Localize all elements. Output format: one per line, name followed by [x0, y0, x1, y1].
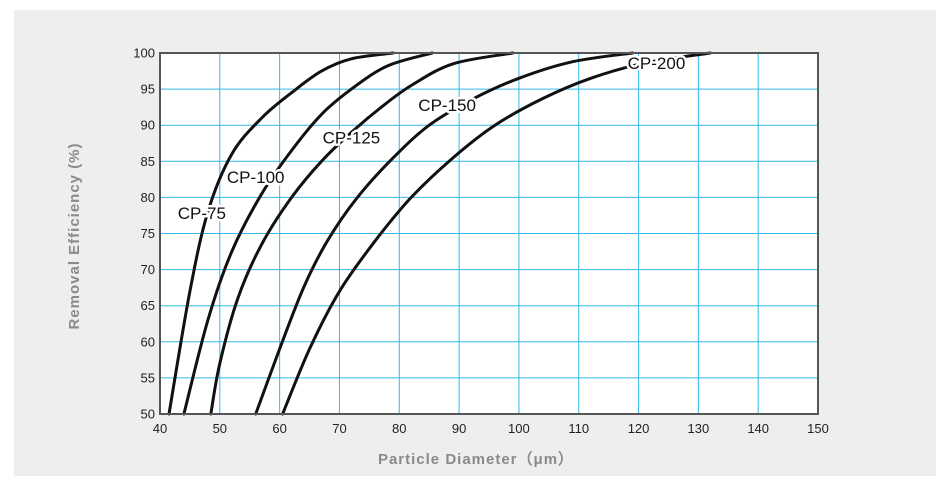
y-axis-title: Removal Efficiency (%): [66, 142, 83, 329]
y-tick-label: 90: [141, 118, 155, 133]
grid-lines: [159, 52, 819, 415]
x-tick-label: 80: [392, 421, 406, 436]
series-line-cp-125: [209, 51, 515, 416]
y-tick-label: 50: [141, 407, 155, 422]
x-tick-label: 90: [452, 421, 466, 436]
y-tick-label: 75: [141, 226, 155, 241]
x-tick-label: 100: [508, 421, 530, 436]
y-tick-label: 60: [141, 334, 155, 349]
curve-label-cp-200: CP-200: [628, 54, 686, 73]
y-tick-label: 95: [141, 82, 155, 97]
curve-label-cp-75: CP-75: [178, 204, 226, 223]
x-tick-label: 150: [807, 421, 829, 436]
y-tick-label: 85: [141, 154, 155, 169]
y-tick-label: 100: [133, 46, 155, 61]
series-line-cp-150: [254, 51, 635, 416]
y-tick-label: 55: [141, 370, 155, 385]
series-line-cp-75: [167, 51, 395, 416]
x-tick-label: 50: [213, 421, 227, 436]
curve-label-cp-125: CP-125: [323, 128, 381, 147]
x-tick-label: 60: [272, 421, 286, 436]
removal-efficiency-chart: 40 50 60 70 80 90 100 110 120 130 140 150 505560657…: [66, 46, 829, 469]
y-tick-label: 80: [141, 190, 155, 205]
x-axis-ticks: 40 50 60 70 80 90 100 110 120 130 140 150: [153, 421, 829, 436]
plot-frame: [159, 52, 819, 415]
x-tick-label: 110: [568, 421, 589, 436]
x-tick-label: 120: [628, 421, 650, 436]
curve-label-cp-150: CP-150: [418, 96, 476, 115]
y-tick-label: 70: [141, 262, 155, 277]
x-tick-label: 140: [747, 421, 769, 436]
curve-label-cp-100: CP-100: [227, 168, 285, 187]
x-tick-label: 130: [688, 421, 710, 436]
series-line-cp-200: [281, 51, 712, 416]
x-axis-title: Particle Diameter（μm）: [378, 450, 574, 468]
y-axis-ticks: 50 55 60 65 70 75 80 85 90 95 100: [133, 46, 155, 422]
series-line-cp-100: [182, 51, 434, 416]
y-tick-label: 65: [141, 298, 155, 313]
x-tick-label: 40: [153, 421, 167, 436]
series-lines: [167, 51, 712, 416]
x-tick-label: 70: [332, 421, 346, 436]
chart-panel: 40 50 60 70 80 90 100 110 120 130 140 150 50 55 60 65 7…: [14, 10, 936, 476]
